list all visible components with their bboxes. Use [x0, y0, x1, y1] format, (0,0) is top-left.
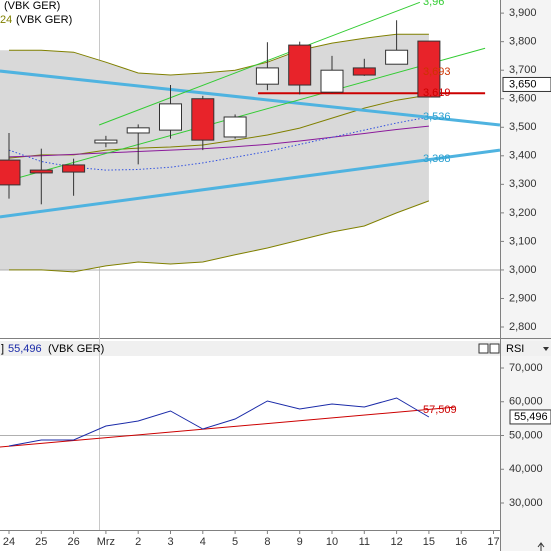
- candle-body: [352, 67, 376, 76]
- indicator-name: RSI: [506, 343, 524, 355]
- x-tick-label: 5: [232, 536, 238, 548]
- candle-body: [255, 67, 279, 85]
- y-tick-label: 70,000: [509, 362, 543, 374]
- x-tick-label: 12: [390, 536, 402, 548]
- last-value-box: [509, 409, 551, 425]
- x-tick-label: 3: [167, 536, 173, 548]
- y-tick-label: 3,800: [509, 36, 537, 48]
- legend-value: 55,496: [8, 343, 42, 355]
- candle-body: [191, 98, 215, 141]
- candle-body: [94, 139, 118, 144]
- x-tick-label: 26: [67, 536, 79, 548]
- y-tick-label: 3,400: [509, 150, 537, 162]
- x-tick-label: 24: [3, 536, 15, 548]
- y-tick-label: 3,300: [509, 178, 537, 190]
- candle-body: [385, 49, 409, 65]
- y-tick-label: 3,100: [509, 235, 537, 247]
- x-tick-label: Mrz: [97, 536, 115, 548]
- last-price-label: 3,650: [509, 78, 537, 90]
- indicator-header: [0, 341, 551, 356]
- trend-line: [0, 69, 501, 127]
- indicator-line: [9, 33, 429, 76]
- price-annotation: 3,388: [423, 153, 451, 165]
- indicator-line: [8, 125, 429, 158]
- candle-body: [126, 127, 150, 134]
- price-annotation: 3,536: [423, 111, 451, 123]
- candle-body: [288, 44, 312, 86]
- candle-body: [417, 40, 441, 98]
- x-tick-label: 25: [35, 536, 47, 548]
- x-tick-label: 8: [264, 536, 270, 548]
- indicator-line: [9, 200, 430, 273]
- x-tick-label: 11: [359, 536, 370, 548]
- price-annotation: 3,619: [423, 87, 451, 99]
- x-tick-label: 17: [487, 536, 499, 548]
- candle-body: [223, 116, 247, 138]
- x-tick-label: 15: [423, 536, 435, 548]
- trend-line: [98, 1, 421, 126]
- indicator-line: [8, 397, 430, 447]
- dropdown-arrow[interactable]: [543, 347, 549, 351]
- y-tick-label: 3,500: [509, 121, 537, 133]
- legend-source: (VBK GER): [48, 343, 104, 355]
- restore-button[interactable]: [478, 343, 489, 354]
- y-tick-label: 3,000: [509, 264, 537, 276]
- y-tick-label: 3,900: [509, 7, 537, 19]
- last-price-box: [502, 76, 551, 92]
- candle-body: [62, 164, 86, 173]
- y-tick-label: 60,000: [509, 396, 543, 408]
- candle-body: [0, 159, 21, 186]
- candle-body: [320, 69, 344, 93]
- trend-line: [0, 406, 455, 448]
- trend-label: 57,509: [423, 404, 457, 416]
- y-tick-label: 3,600: [509, 93, 537, 105]
- legend-period: 24: [0, 14, 12, 26]
- y-tick-label: 3,700: [509, 64, 537, 76]
- x-tick-label: 2: [135, 536, 141, 548]
- y-tick-label: 30,000: [509, 497, 543, 509]
- y-tick-label: 50,000: [509, 429, 543, 441]
- candle-body: [29, 169, 53, 174]
- close-button[interactable]: [489, 343, 500, 354]
- legend-source: (VBK GER): [16, 14, 72, 26]
- y-tick-label: 2,800: [509, 321, 537, 333]
- price-annotation: 3,96: [423, 0, 444, 8]
- scroll-arrow[interactable]: [537, 542, 545, 551]
- price-annotation: 3,693: [423, 66, 451, 78]
- x-tick-label: 16: [455, 536, 467, 548]
- x-tick-label: 4: [200, 536, 206, 548]
- y-tick-label: 3,200: [509, 207, 537, 219]
- x-tick-label: 9: [297, 536, 303, 548]
- last-value-label: 55,496: [514, 411, 548, 423]
- y-tick-label: 40,000: [509, 463, 543, 475]
- x-tick-label: 10: [326, 536, 338, 548]
- legend-prefix: ]: [1, 343, 4, 355]
- trend-line: [0, 47, 486, 184]
- y-tick-label: 2,900: [509, 292, 537, 304]
- legend-top: (VBK GER): [4, 0, 60, 12]
- candle-body: [159, 103, 182, 131]
- trend-line: [0, 148, 501, 219]
